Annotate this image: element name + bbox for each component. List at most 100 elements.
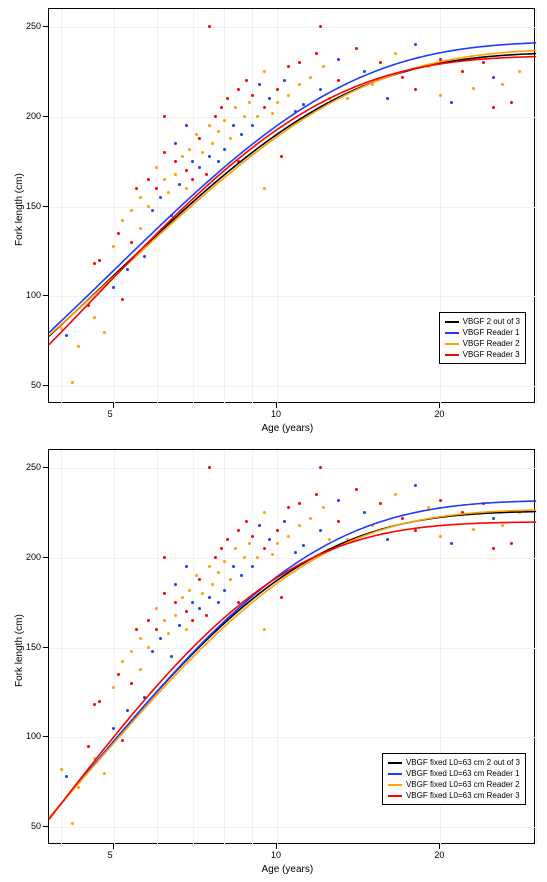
scatter-point bbox=[155, 187, 158, 190]
scatter-point bbox=[280, 596, 283, 599]
scatter-point bbox=[112, 286, 115, 289]
scatter-point bbox=[240, 574, 243, 577]
scatter-point bbox=[217, 571, 220, 574]
scatter-point bbox=[280, 155, 283, 158]
scatter-point bbox=[258, 524, 261, 527]
scatter-point bbox=[208, 466, 211, 469]
scatter-point bbox=[65, 334, 68, 337]
scatter-point bbox=[201, 592, 204, 595]
scatter-point bbox=[472, 87, 475, 90]
scatter-point bbox=[159, 196, 162, 199]
scatter-point bbox=[229, 578, 232, 581]
scatter-point bbox=[211, 142, 214, 145]
scatter-point bbox=[355, 488, 358, 491]
scatter-point bbox=[355, 47, 358, 50]
scatter-point bbox=[414, 88, 417, 91]
scatter-point bbox=[174, 601, 177, 604]
legend-swatch bbox=[445, 343, 459, 345]
scatter-point bbox=[243, 115, 246, 118]
scatter-point bbox=[214, 556, 217, 559]
y-axis-title-top: Fork length (cm) bbox=[14, 173, 25, 246]
scatter-point bbox=[77, 345, 80, 348]
scatter-point bbox=[450, 542, 453, 545]
scatter-point bbox=[245, 520, 248, 523]
scatter-point bbox=[263, 106, 266, 109]
scatter-point bbox=[223, 589, 226, 592]
scatter-point bbox=[226, 538, 229, 541]
x-tick-label: 10 bbox=[271, 850, 281, 860]
scatter-point bbox=[322, 506, 325, 509]
scatter-point bbox=[263, 547, 266, 550]
scatter-point bbox=[234, 106, 237, 109]
scatter-point bbox=[243, 556, 246, 559]
scatter-point bbox=[427, 65, 430, 68]
scatter-point bbox=[103, 331, 106, 334]
legend-item: VBGF Reader 2 bbox=[443, 338, 522, 349]
scatter-point bbox=[191, 160, 194, 163]
scatter-point bbox=[482, 502, 485, 505]
scatter-point bbox=[130, 650, 133, 653]
scatter-point bbox=[93, 316, 96, 319]
growth-curve bbox=[49, 43, 536, 333]
scatter-point bbox=[251, 535, 254, 538]
scatter-point bbox=[214, 115, 217, 118]
y-tick-label: 200 bbox=[26, 111, 41, 121]
scatter-point bbox=[251, 94, 254, 97]
legend-label: VBGF fixed L0=63 cm Reader 2 bbox=[406, 780, 520, 789]
scatter-point bbox=[121, 298, 124, 301]
scatter-point bbox=[208, 155, 211, 158]
scatter-point bbox=[191, 601, 194, 604]
x-axis-title-bottom: Age (years) bbox=[262, 864, 314, 875]
scatter-point bbox=[163, 592, 166, 595]
scatter-point bbox=[346, 538, 349, 541]
scatter-point bbox=[263, 70, 266, 73]
legend-label: VBGF 2 out of 3 bbox=[463, 317, 520, 326]
scatter-point bbox=[237, 529, 240, 532]
scatter-point bbox=[60, 768, 63, 771]
y-tick-label: 150 bbox=[26, 201, 41, 211]
scatter-point bbox=[198, 607, 201, 610]
scatter-point bbox=[245, 79, 248, 82]
scatter-point bbox=[315, 52, 318, 55]
legend-swatch bbox=[388, 795, 402, 797]
scatter-point bbox=[276, 529, 279, 532]
scatter-point bbox=[208, 596, 211, 599]
scatter-point bbox=[220, 547, 223, 550]
scatter-point bbox=[223, 119, 226, 122]
scatter-point bbox=[130, 241, 133, 244]
y-tick-label: 250 bbox=[26, 21, 41, 31]
scatter-point bbox=[163, 151, 166, 154]
scatter-point bbox=[139, 668, 142, 671]
scatter-point bbox=[346, 97, 349, 100]
legend-item: VBGF fixed L0=63 cm 2 out of 3 bbox=[386, 757, 522, 768]
scatter-point bbox=[223, 560, 226, 563]
y-axis-title-bottom: Fork length (cm) bbox=[14, 614, 25, 687]
scatter-point bbox=[185, 187, 188, 190]
scatter-point bbox=[472, 528, 475, 531]
scatter-point bbox=[188, 148, 191, 151]
scatter-point bbox=[126, 268, 129, 271]
scatter-point bbox=[386, 97, 389, 100]
scatter-point bbox=[309, 517, 312, 520]
scatter-point bbox=[427, 506, 430, 509]
scatter-point bbox=[93, 703, 96, 706]
scatter-point bbox=[77, 786, 80, 789]
scatter-point bbox=[309, 76, 312, 79]
scatter-point bbox=[60, 327, 63, 330]
scatter-point bbox=[501, 524, 504, 527]
scatter-point bbox=[174, 142, 177, 145]
scatter-point bbox=[256, 556, 259, 559]
scatter-point bbox=[379, 502, 382, 505]
scatter-point bbox=[143, 255, 146, 258]
growth-curve bbox=[49, 54, 536, 337]
scatter-point bbox=[198, 578, 201, 581]
x-tick-label: 5 bbox=[108, 850, 113, 860]
scatter-point bbox=[147, 646, 150, 649]
scatter-point bbox=[251, 565, 254, 568]
chart-panel-bottom: VBGF fixed L0=63 cm 2 out of 3 VBGF fixed… bbox=[0, 441, 547, 882]
scatter-point bbox=[414, 43, 417, 46]
scatter-point bbox=[181, 596, 184, 599]
scatter-point bbox=[287, 65, 290, 68]
scatter-point bbox=[220, 106, 223, 109]
scatter-point bbox=[319, 529, 322, 532]
